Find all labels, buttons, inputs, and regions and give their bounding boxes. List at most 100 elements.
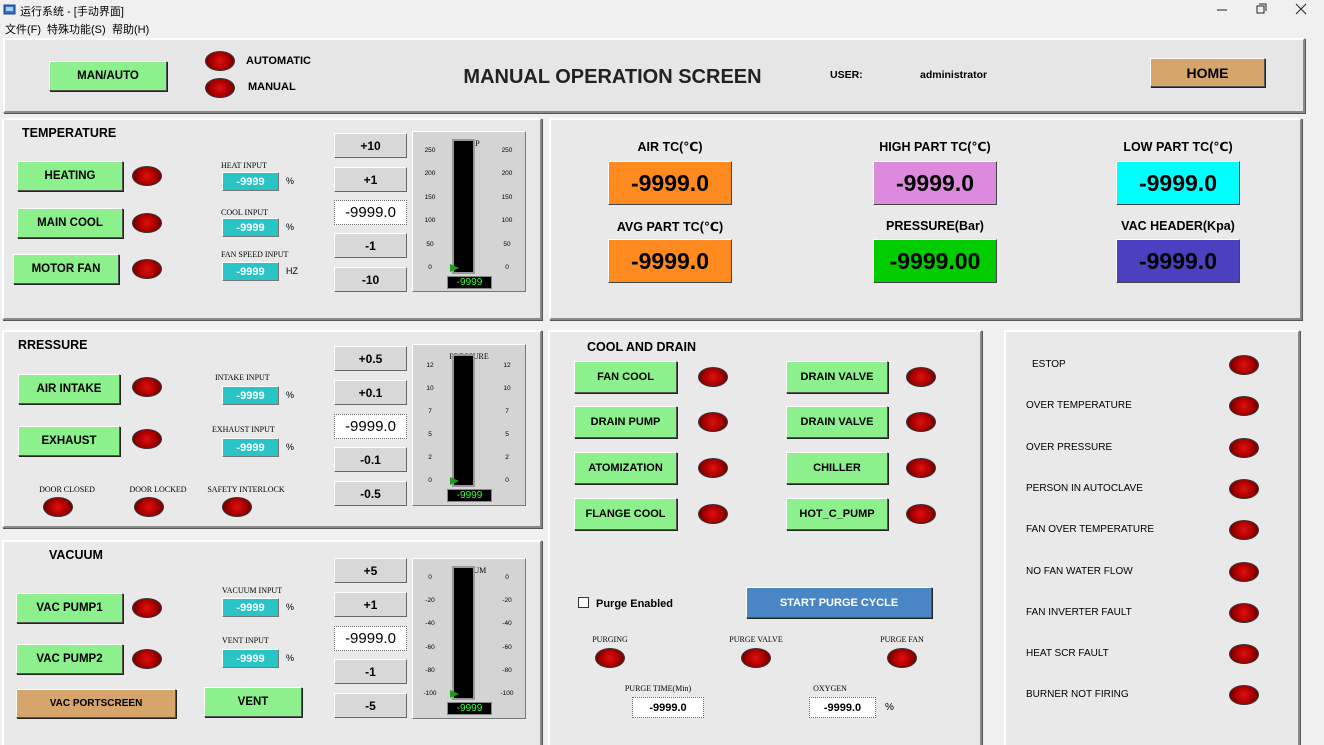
input-field[interactable]: -9999 <box>222 598 279 617</box>
gauge-bar <box>452 354 475 487</box>
man-auto-button[interactable]: MAN/AUTO <box>49 61 167 91</box>
purge-enabled-label: Purge Enabled <box>596 598 674 610</box>
indicator-lamp <box>1229 355 1259 375</box>
menu-item[interactable]: 特殊功能(S) <box>47 24 106 36</box>
control-button[interactable]: HEATING <box>17 161 123 191</box>
panel-title: COOL AND DRAIN <box>587 340 697 354</box>
step-button[interactable]: +0.1 <box>334 380 407 405</box>
control-button[interactable]: HOT_C_PUMP <box>786 498 888 530</box>
panel-title: VACUUM <box>49 548 103 562</box>
start-purge-button[interactable]: START PURGE CYCLE <box>746 587 932 618</box>
oxygen-field[interactable]: -9999.0 <box>809 697 876 718</box>
gauge-tick-label: -100 <box>500 690 514 697</box>
step-button[interactable]: -5 <box>334 693 407 718</box>
step-button[interactable]: +1 <box>334 592 407 617</box>
indicator-lamp <box>1229 396 1259 417</box>
reading-label: AVG PART TC(℃) <box>616 220 724 234</box>
alarm-label: OVER TEMPERATURE <box>1026 400 1132 412</box>
gauge-tick-label: 12 <box>426 362 434 369</box>
reading-label: LOW PART TC(℃) <box>1123 140 1233 154</box>
control-button[interactable]: MOTOR FAN <box>13 254 119 284</box>
gauge-tick-label: 5 <box>428 431 432 438</box>
control-button[interactable]: AIR INTAKE <box>18 374 120 404</box>
input-unit: % <box>286 442 295 452</box>
input-unit: % <box>286 390 295 400</box>
setpoint-field[interactable]: -9999.0 <box>334 414 407 439</box>
gauge-tick-label: 250 <box>424 147 436 154</box>
step-button[interactable]: +0.5 <box>334 346 407 371</box>
gauge-tick-label: 0 <box>428 264 432 271</box>
step-button[interactable]: -1 <box>334 233 407 258</box>
gauge-tick-label: 150 <box>424 193 436 201</box>
gauge-tick-label: -20 <box>425 597 435 605</box>
step-button[interactable]: -0.1 <box>334 447 407 472</box>
step-button[interactable]: +1 <box>334 167 407 192</box>
indicator-lamp <box>1229 644 1259 665</box>
control-button[interactable]: ATOMIZATION <box>574 452 677 484</box>
reading-value: -9999.0 <box>1116 239 1240 283</box>
purge-time-field[interactable]: -9999.0 <box>632 697 704 718</box>
gauge-bar <box>452 139 475 274</box>
control-button[interactable]: DRAIN VALVE <box>786 361 888 393</box>
control-button[interactable]: CHILLER <box>786 452 888 484</box>
portscreen-button[interactable]: VAC PORTSCREEN <box>16 689 176 718</box>
input-field[interactable]: -9999 <box>222 386 279 405</box>
control-button[interactable]: DRAIN VALVE <box>786 406 888 438</box>
input-label: INTAKE INPUT <box>215 373 270 382</box>
control-button[interactable]: EXHAUST <box>18 426 120 456</box>
mode-label: AUTOMATIC <box>246 55 311 67</box>
purge-checkbox[interactable] <box>578 597 589 608</box>
alarm-label: FAN INVERTER FAULT <box>1026 606 1132 618</box>
alarm-label: PERSON IN AUTOCLAVE <box>1026 482 1143 494</box>
input-label: COOL INPUT <box>221 208 269 217</box>
control-button[interactable]: FAN COOL <box>574 361 677 393</box>
header-panel <box>3 38 1305 113</box>
menu-item[interactable]: 帮助(H) <box>112 24 150 36</box>
alarm-label: FAN OVER TEMPERATURE <box>1026 524 1154 536</box>
indicator-lamp <box>132 259 162 279</box>
control-button[interactable]: FLANGE COOL <box>574 498 677 530</box>
gauge-pointer <box>450 690 459 698</box>
restore[interactable] <box>1256 5 1265 14</box>
readings-panel <box>549 118 1302 320</box>
step-button[interactable]: +10 <box>334 133 407 158</box>
indicator-lamp <box>132 429 162 449</box>
setpoint-field[interactable]: -9999.0 <box>334 200 407 225</box>
control-button[interactable]: VAC PUMP2 <box>16 644 123 674</box>
indicator-label: PURGING <box>592 635 628 644</box>
input-label: FAN SPEED INPUT <box>221 250 289 259</box>
reading-label: AIR TC(℃) <box>637 140 703 154</box>
home-button[interactable]: HOME <box>1150 58 1265 87</box>
menu-item[interactable]: 文件(F) <box>5 24 42 36</box>
indicator-lamp <box>1229 437 1259 458</box>
setpoint-field[interactable]: -9999.0 <box>334 626 407 651</box>
window-controls[interactable] <box>1205 0 1324 20</box>
control-button[interactable]: MAIN COOL <box>17 208 123 238</box>
gauge-tick-label: 50 <box>426 240 434 248</box>
gauge-tick-label: -60 <box>502 643 512 651</box>
user-label: USER: <box>830 69 863 81</box>
user-name: administrator <box>920 69 988 81</box>
indicator-lamp <box>698 367 728 387</box>
step-button[interactable]: -10 <box>334 267 407 292</box>
control-button[interactable]: VAC PUMP1 <box>16 593 123 623</box>
step-button[interactable]: -0.5 <box>334 481 407 506</box>
indicator-label: SAFETY INTERLOCK <box>207 485 285 494</box>
input-field[interactable]: -9999 <box>222 438 279 457</box>
input-field[interactable]: -9999 <box>222 172 279 191</box>
input-field[interactable]: -9999 <box>222 649 279 668</box>
indicator-lamp <box>698 504 728 524</box>
panel-title: RRESSURE <box>18 338 88 352</box>
indicator-lamp <box>741 648 771 668</box>
mode-label: MANUAL <box>248 81 296 93</box>
input-unit: % <box>286 176 295 186</box>
step-button[interactable]: +5 <box>334 558 407 583</box>
step-button[interactable]: -1 <box>334 659 407 684</box>
input-field[interactable]: -9999 <box>222 218 279 237</box>
control-button[interactable]: DRAIN PUMP <box>574 406 677 438</box>
vent-button[interactable]: VENT <box>204 687 302 717</box>
input-label: EXHAUST INPUT <box>212 425 275 434</box>
gauge-tick-label: -60 <box>425 643 435 651</box>
input-field[interactable]: -9999 <box>222 262 279 281</box>
